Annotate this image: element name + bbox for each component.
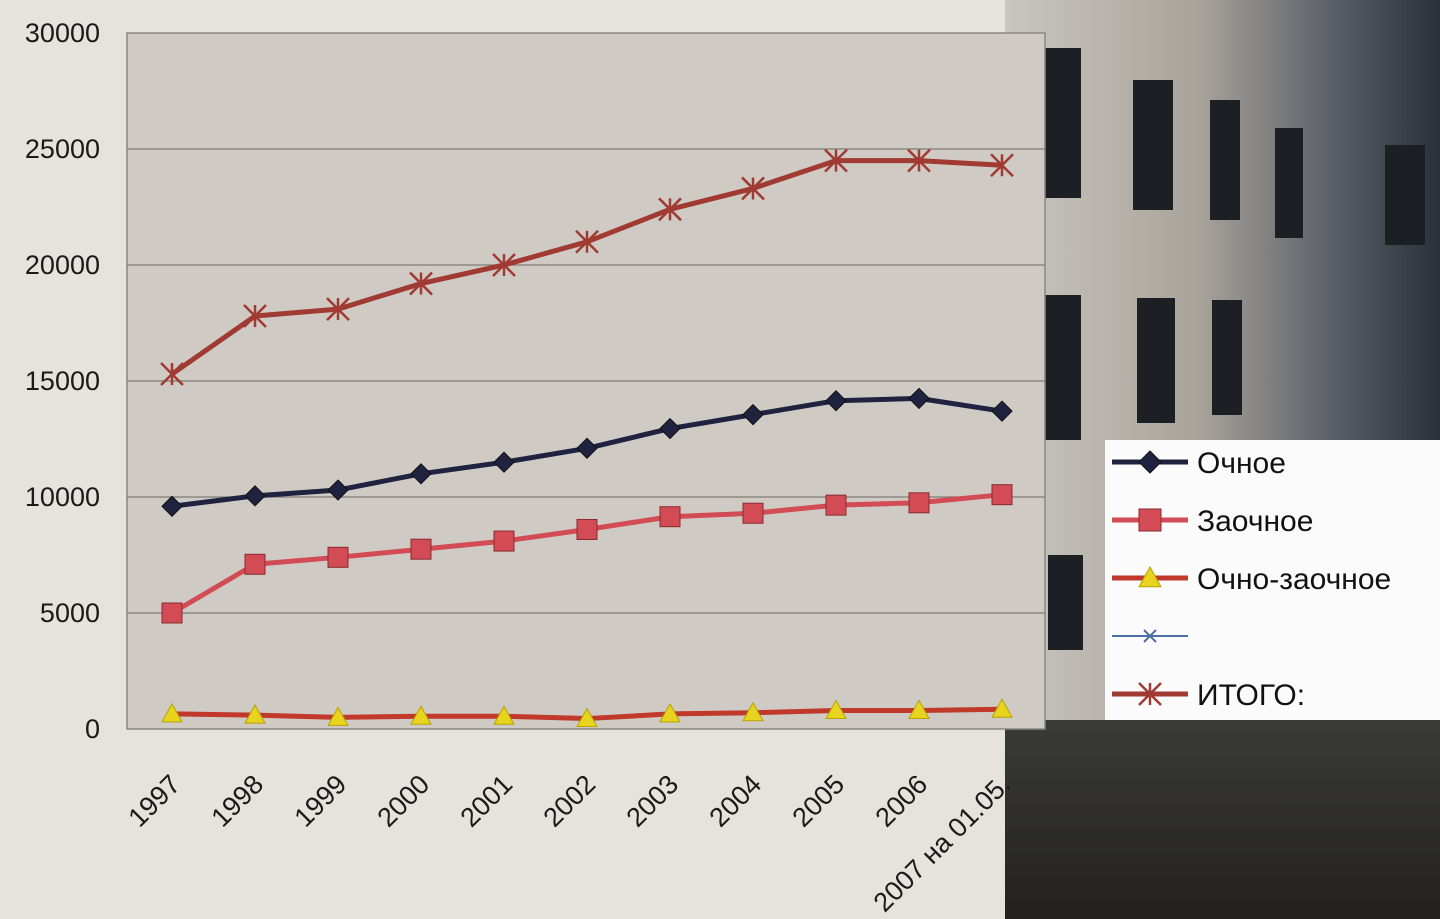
data-point xyxy=(576,518,598,540)
x-axis: 1997 1998 1999 2000 2001 2002 2003 2004 2005 2006… xyxy=(123,769,1017,918)
x-tick-label: 2002 xyxy=(538,769,602,833)
data-point xyxy=(243,304,267,328)
y-tick-label: 5000 xyxy=(40,598,100,628)
data-point xyxy=(742,502,764,524)
data-point xyxy=(991,698,1013,718)
data-point xyxy=(244,704,266,724)
data-point xyxy=(908,387,930,410)
data-point xyxy=(991,484,1013,506)
legend-swatch-marker xyxy=(1138,682,1162,706)
legend-swatch-marker xyxy=(1138,508,1162,532)
data-point xyxy=(575,229,599,254)
x-tick-label: 1999 xyxy=(289,769,353,833)
legend-label: Очно-заочное xyxy=(1197,563,1391,596)
data-point xyxy=(410,463,432,485)
data-point xyxy=(493,530,515,552)
data-point xyxy=(161,495,183,517)
y-tick-label: 15000 xyxy=(25,366,100,396)
data-point xyxy=(244,485,266,507)
y-tick-label: 25000 xyxy=(25,134,100,164)
data-point xyxy=(825,494,847,516)
data-point xyxy=(327,546,349,568)
y-tick-label: 30000 xyxy=(25,18,100,48)
y-tick-label: 10000 xyxy=(25,482,100,512)
legend-swatch-marker xyxy=(1143,629,1157,643)
x-tick-label: 2005 xyxy=(787,769,851,833)
x-tick-label: 2006 xyxy=(870,769,934,833)
data-point xyxy=(991,400,1013,422)
legend-swatch-marker xyxy=(1138,450,1162,474)
data-point xyxy=(824,148,848,173)
data-point xyxy=(244,553,266,575)
data-point xyxy=(576,437,598,459)
data-point xyxy=(410,705,432,725)
data-point xyxy=(659,417,681,440)
data-point xyxy=(908,492,930,514)
x-tick-label: 2004 xyxy=(704,769,768,833)
gridlines xyxy=(127,148,1045,614)
data-point xyxy=(327,479,349,501)
data-point xyxy=(161,602,183,624)
legend-item: ИТОГО: xyxy=(1112,679,1305,712)
data-point xyxy=(327,706,349,726)
data-point xyxy=(825,699,847,719)
y-axis: 0 5000 10000 15000 20000 25000 30000 xyxy=(25,18,100,744)
x-tick-label: 2001 xyxy=(455,769,519,833)
data-point xyxy=(907,148,931,173)
x-tick-label: 1998 xyxy=(206,769,270,833)
data-point xyxy=(908,699,930,719)
y-tick-label: 0 xyxy=(85,714,100,744)
series-итого xyxy=(160,148,1014,386)
data-point xyxy=(825,390,847,412)
legend-item xyxy=(1112,629,1188,643)
legend-swatch-marker xyxy=(1138,565,1162,588)
legend-item: Очно-заочное xyxy=(1112,563,1391,596)
legend-label: Очное xyxy=(1197,447,1286,480)
data-point xyxy=(326,297,350,321)
data-point xyxy=(658,197,682,222)
x-tick-label: 1997 xyxy=(123,769,187,833)
data-point xyxy=(659,702,681,723)
data-point xyxy=(990,153,1014,178)
series-очно-заочное xyxy=(161,698,1013,728)
series-заочное xyxy=(161,484,1013,624)
data-point xyxy=(493,705,515,725)
data-point xyxy=(659,506,681,528)
data-point xyxy=(576,707,598,728)
data-point xyxy=(741,176,765,201)
data-point xyxy=(492,253,516,277)
data-point xyxy=(410,538,432,560)
data-point xyxy=(160,362,184,386)
x-tick-label: 2000 xyxy=(372,769,436,833)
legend-item: Очное xyxy=(1112,447,1286,480)
legend-label: Заочное xyxy=(1197,505,1313,538)
data-point xyxy=(493,451,515,473)
x-tick-label: 2003 xyxy=(621,769,685,833)
series-очное xyxy=(161,387,1013,517)
legend: Очное Заочное Очно-заочное ИТОГО: xyxy=(1105,440,1440,720)
data-point xyxy=(409,271,433,296)
series-layer xyxy=(160,148,1014,728)
data-point xyxy=(742,701,764,722)
legend-label: ИТОГО: xyxy=(1197,679,1305,712)
y-tick-label: 20000 xyxy=(25,250,100,280)
legend-item: Заочное xyxy=(1112,505,1313,538)
data-point xyxy=(742,403,764,426)
data-point xyxy=(161,702,183,723)
